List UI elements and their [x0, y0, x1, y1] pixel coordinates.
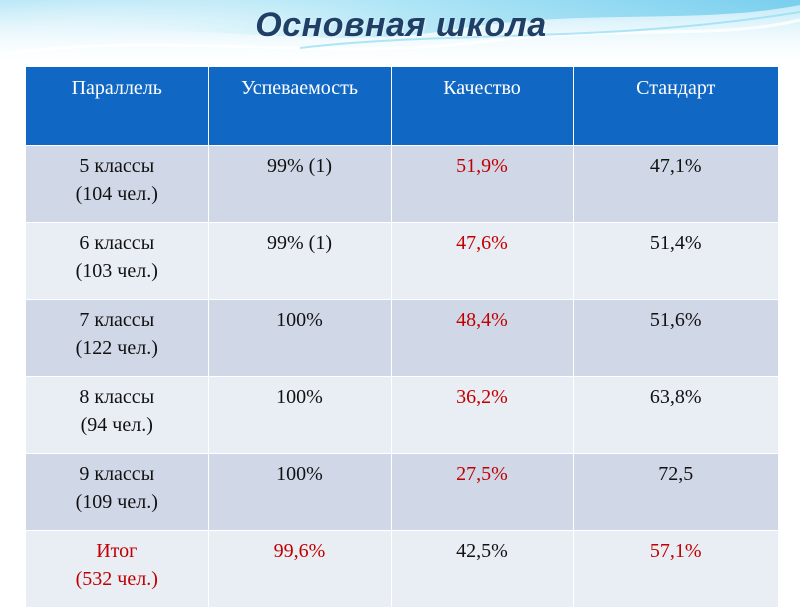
parallel-cell: 5 классы (104 чел.) [26, 146, 208, 223]
column-header-quality: Качество [391, 67, 573, 146]
quality-cell: 47,6% [391, 223, 573, 300]
standard-cell: 57,1% [573, 531, 778, 607]
progress-cell: 100% [208, 300, 391, 377]
quality-cell: 51,9% [391, 146, 573, 223]
column-header-parallel: Параллель [26, 67, 208, 146]
parallel-cell: 7 классы (122 чел.) [26, 300, 208, 377]
table-row: 7 классы (122 чел.) 100% 48,4% 51,6% [26, 300, 778, 377]
quality-cell: 27,5% [391, 454, 573, 531]
standard-cell: 47,1% [573, 146, 778, 223]
progress-cell: 100% [208, 377, 391, 454]
parallel-cell: 8 классы (94 чел.) [26, 377, 208, 454]
progress-cell: 99% (1) [208, 146, 391, 223]
parallel-count: (122 чел.) [76, 337, 158, 359]
table-row: 5 классы (104 чел.) 99% (1) 51,9% 47,1% [26, 146, 778, 223]
parallel-label: 6 классы [79, 232, 154, 254]
parallel-label: Итог [96, 540, 137, 562]
parallel-count: (94 чел.) [81, 414, 153, 436]
parallel-label: 8 классы [79, 386, 154, 408]
parallel-count: (103 чел.) [76, 260, 158, 282]
progress-cell: 99% (1) [208, 223, 391, 300]
page-title: Основная школа [0, 6, 800, 45]
parallel-cell: 6 классы (103 чел.) [26, 223, 208, 300]
table-header-row: Параллель Успеваемость Качество Стандарт [26, 67, 778, 146]
standard-cell: 51,6% [573, 300, 778, 377]
standard-cell: 51,4% [573, 223, 778, 300]
parallel-cell: 9 классы (109 чел.) [26, 454, 208, 531]
standard-cell: 63,8% [573, 377, 778, 454]
quality-cell: 42,5% [391, 531, 573, 607]
parallel-count: (532 чел.) [76, 568, 158, 590]
table-row-total: Итог (532 чел.) 99,6% 42,5% 57,1% [26, 531, 778, 607]
column-header-standard: Стандарт [573, 67, 778, 146]
progress-cell: 100% [208, 454, 391, 531]
quality-cell: 36,2% [391, 377, 573, 454]
column-header-progress: Успеваемость [208, 67, 391, 146]
parallel-count: (104 чел.) [76, 183, 158, 205]
parallel-label: 7 классы [79, 309, 154, 331]
results-table: Параллель Успеваемость Качество Стандарт… [26, 67, 778, 607]
standard-cell: 72,5 [573, 454, 778, 531]
progress-cell: 99,6% [208, 531, 391, 607]
table-row: 6 классы (103 чел.) 99% (1) 47,6% 51,4% [26, 223, 778, 300]
parallel-label: 9 классы [79, 463, 154, 485]
parallel-label: 5 классы [79, 155, 154, 177]
table-row: 9 классы (109 чел.) 100% 27,5% 72,5 [26, 454, 778, 531]
table-row: 8 классы (94 чел.) 100% 36,2% 63,8% [26, 377, 778, 454]
parallel-count: (109 чел.) [76, 491, 158, 513]
quality-cell: 48,4% [391, 300, 573, 377]
parallel-cell: Итог (532 чел.) [26, 531, 208, 607]
